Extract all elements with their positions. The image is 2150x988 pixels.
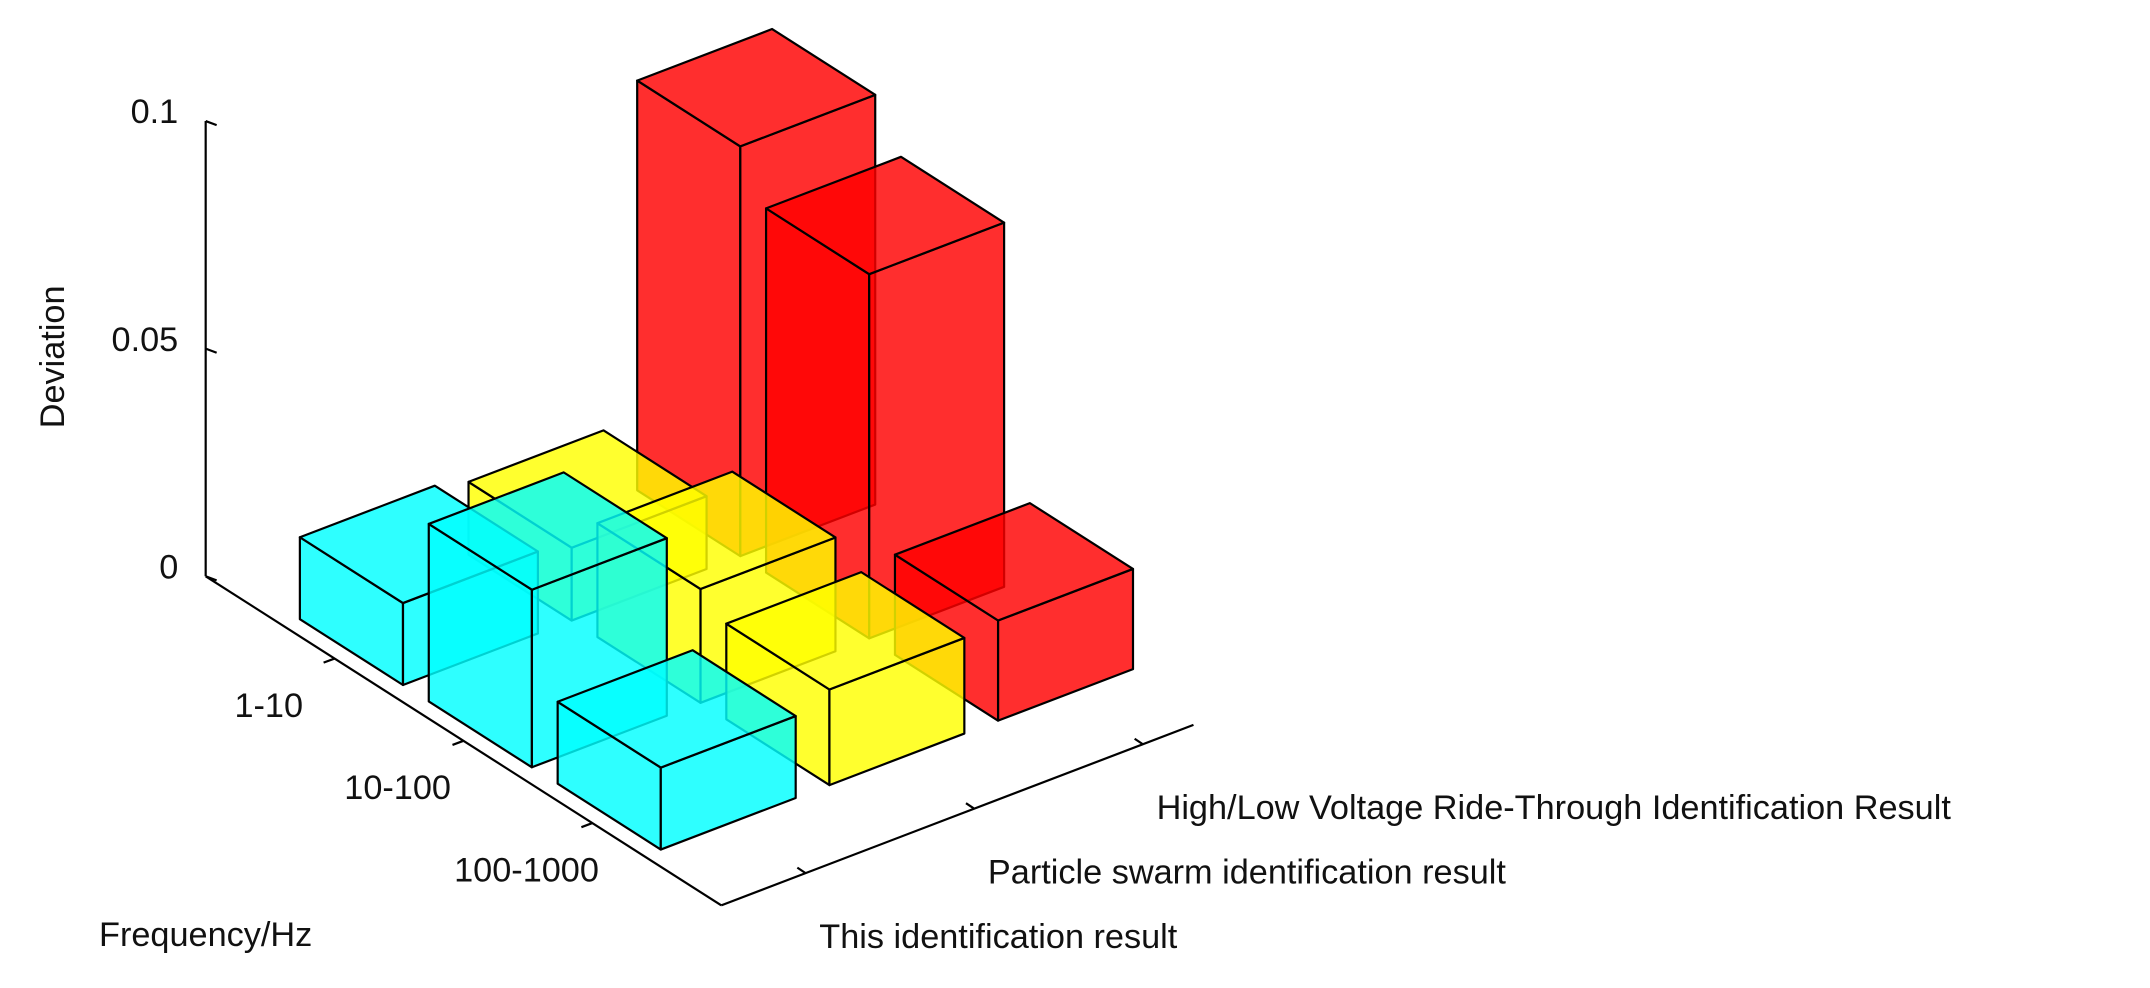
y-tick-label: 0.1 <box>131 93 179 131</box>
series-tick <box>796 866 807 875</box>
y-axis-label: Deviation <box>34 285 72 428</box>
series-label: This identification result <box>819 918 1178 956</box>
bar <box>556 649 797 851</box>
y-tick <box>205 120 218 127</box>
x-tick <box>452 739 464 746</box>
bar-top-face <box>636 27 877 148</box>
series-tick <box>1134 737 1144 746</box>
series-label: High/Low Voltage Ride-Through Identifica… <box>1157 789 1952 827</box>
x-tick <box>580 822 593 829</box>
x-tick-label: 100-1000 <box>454 851 599 889</box>
series-axis <box>720 723 1194 907</box>
bar-top-face <box>556 649 797 769</box>
y-tick <box>205 347 218 354</box>
bar-top-face <box>893 502 1135 622</box>
y-tick <box>205 575 218 582</box>
series-label: Particle swarm identification result <box>988 854 1506 892</box>
y-tick-label: 0.05 <box>112 321 179 359</box>
bar-top-face <box>725 571 966 691</box>
x-tick <box>323 657 335 664</box>
y-tick-label: 0 <box>159 548 178 586</box>
bar-top-face <box>427 471 668 591</box>
bar-top-face <box>764 155 1006 276</box>
x-tick-label: 1-10 <box>234 687 303 725</box>
x-axis-label: Frequency/Hz <box>99 916 312 954</box>
x-tick-label: 10-100 <box>344 769 451 807</box>
series-tick <box>965 802 975 810</box>
